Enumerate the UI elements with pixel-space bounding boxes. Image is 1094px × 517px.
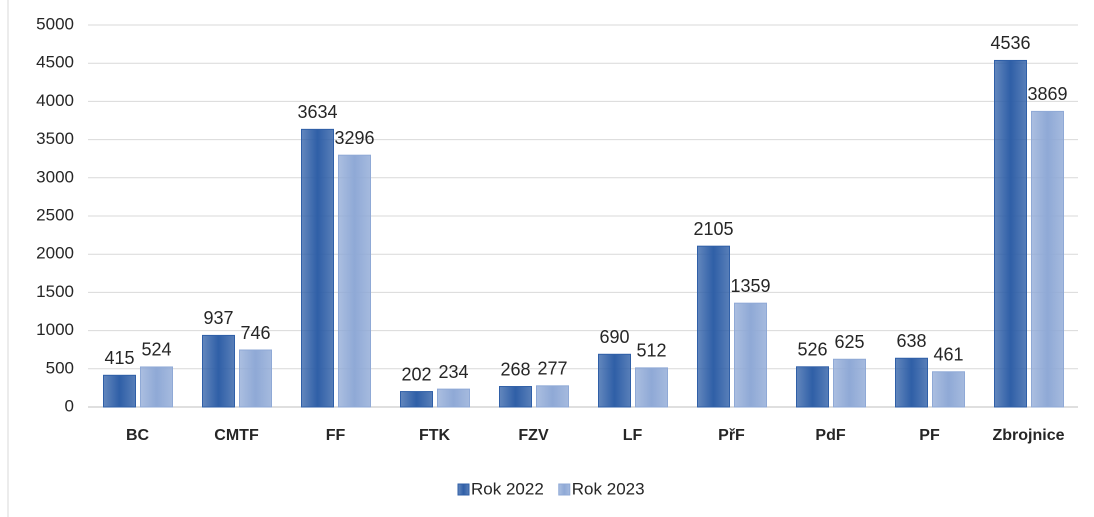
x-tick-label: Zbrojnice [992,427,1064,444]
bar [499,386,532,408]
bar [1031,110,1064,408]
x-tick-label: PřF [718,427,745,444]
bar [338,154,371,408]
legend-swatch [457,483,470,496]
bar [140,366,173,408]
bar [598,353,631,408]
value-label: 690 [599,327,629,347]
value-label: 268 [500,359,530,379]
value-label: 415 [104,348,134,368]
y-tick-label: 4000 [36,91,74,110]
bar [697,245,730,408]
y-tick-label: 3000 [36,167,74,186]
x-tick-label: FF [326,427,346,444]
x-tick-label: CMTF [214,427,259,444]
x-tick-label: FTK [419,427,451,444]
bar [994,59,1027,408]
bar [895,357,928,408]
value-label: 512 [636,341,666,361]
legend-label: Rok 2023 [572,479,645,498]
y-tick-label: 2000 [36,244,74,263]
value-label: 3634 [297,102,337,122]
value-label: 625 [834,332,864,352]
value-label: 2105 [693,219,733,239]
bar [400,391,433,408]
value-label: 524 [141,340,171,360]
y-tick-label: 1000 [36,320,74,339]
value-label: 234 [438,362,468,382]
value-label: 461 [933,345,963,365]
value-label: 202 [401,364,431,384]
value-label: 526 [797,340,827,360]
value-label: 746 [240,323,270,343]
y-tick-label: 4500 [36,53,74,72]
y-tick-label: 500 [46,358,74,377]
legend-swatch [558,483,571,496]
y-tick-label: 3500 [36,129,74,148]
value-label: 3296 [334,128,374,148]
bar [932,371,965,408]
y-tick-label: 1500 [36,282,74,301]
bar [536,385,569,408]
x-tick-label: PF [919,427,940,444]
value-label: 277 [537,359,567,379]
bar [103,374,136,408]
x-tick-label: LF [623,427,643,444]
bar [202,334,235,408]
y-tick-label: 2500 [36,205,74,224]
x-tick-label: PdF [815,427,845,444]
value-label: 4536 [990,33,1030,53]
value-label: 937 [203,308,233,328]
y-tick-label: 0 [65,396,74,415]
value-label: 638 [896,331,926,351]
value-label: 1359 [730,276,770,296]
bar [833,358,866,408]
bar [301,128,334,408]
bar [734,302,767,408]
bar [635,367,668,408]
bar [796,366,829,408]
x-tick-label: BC [126,427,150,444]
x-tick-label: FZV [518,427,549,444]
value-label: 3869 [1027,84,1067,104]
bar [437,388,470,408]
legend-label: Rok 2022 [471,479,544,498]
y-tick-label: 5000 [36,14,74,33]
bar [239,349,272,408]
